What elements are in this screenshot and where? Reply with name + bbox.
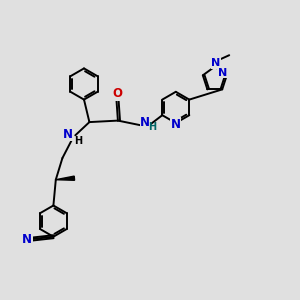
Text: O: O bbox=[112, 87, 122, 100]
Text: H: H bbox=[74, 136, 82, 146]
Text: N: N bbox=[140, 116, 150, 129]
Text: N: N bbox=[63, 128, 73, 141]
Text: N: N bbox=[22, 232, 32, 246]
Text: H: H bbox=[148, 122, 156, 133]
Text: N: N bbox=[218, 68, 227, 78]
Text: N: N bbox=[212, 58, 220, 68]
Text: N: N bbox=[171, 118, 181, 131]
Polygon shape bbox=[56, 176, 75, 180]
